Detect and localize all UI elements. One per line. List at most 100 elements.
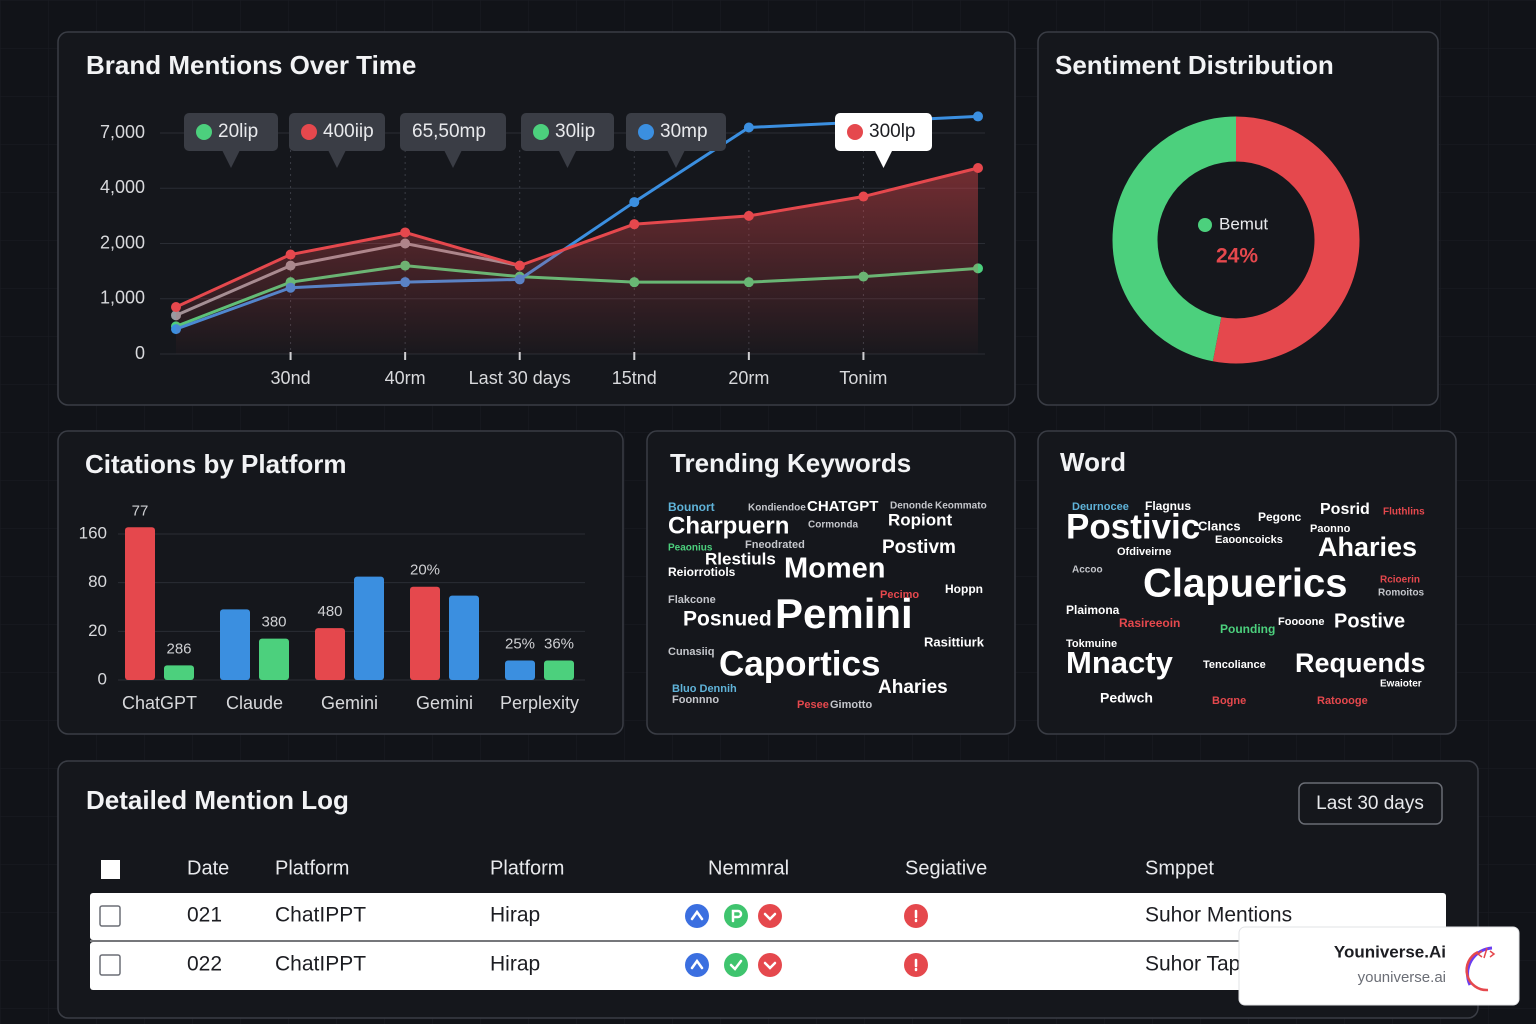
row-checkbox[interactable] xyxy=(99,905,121,927)
bar xyxy=(315,628,345,680)
x-tick-label: ChatGPT xyxy=(122,693,197,713)
y-tick-label: 4,000 xyxy=(100,177,145,197)
x-tick-label: 40rm xyxy=(385,368,426,388)
bar xyxy=(259,638,289,680)
keyword: Clancs xyxy=(1198,518,1241,533)
keyword: Requends xyxy=(1295,648,1426,678)
panel-title: Word xyxy=(1060,447,1126,477)
keyword: Accoo xyxy=(1072,565,1103,576)
filter-label[interactable]: Last 30 days xyxy=(1316,793,1424,814)
table-title: Detailed Mention Log xyxy=(86,785,349,815)
status-icon xyxy=(758,953,782,977)
keyword: Bluo Dennih xyxy=(672,683,737,695)
keyword: Postivm xyxy=(882,537,956,558)
bar xyxy=(354,576,384,680)
series-area xyxy=(176,167,978,354)
keyword: CHATGPT xyxy=(807,498,878,515)
x-tick-label: Last 30 days xyxy=(469,368,571,388)
keyword: Clapuerics xyxy=(1143,562,1348,606)
y-tick-label: 7,000 xyxy=(100,122,145,142)
bar-label: 20% xyxy=(410,562,440,579)
panel-title: Trending Keywords xyxy=(670,448,911,478)
tooltip-dot xyxy=(301,124,317,140)
tooltip xyxy=(521,113,614,151)
keyword: Pesee xyxy=(797,699,829,711)
bar-label: 380 xyxy=(261,614,286,631)
keyword: Hoppn xyxy=(945,582,983,596)
keyword: Rasireeoin xyxy=(1119,616,1180,630)
table-cell: ChatIPPT xyxy=(275,904,366,927)
data-point xyxy=(400,227,411,238)
badge-box[interactable] xyxy=(1238,926,1520,1006)
keyword: Ropiont xyxy=(888,510,953,529)
keyword: Caportics xyxy=(719,644,880,683)
column-header: Nemmral xyxy=(708,857,789,879)
bar xyxy=(125,527,155,680)
tooltip-label: 300lp xyxy=(869,121,916,142)
tooltip xyxy=(626,113,726,151)
data-point xyxy=(171,302,181,313)
keyword: Bounort xyxy=(668,500,715,514)
center-value: 24% xyxy=(1216,245,1258,268)
bar xyxy=(410,586,440,680)
tooltip-dot xyxy=(847,124,863,140)
status-icon xyxy=(685,904,709,928)
x-tick-label: Gemini xyxy=(416,693,473,713)
column-header: Platform xyxy=(275,857,349,879)
donut-segment xyxy=(1112,116,1237,362)
keyword: Reiorrotiols xyxy=(668,565,736,579)
keyword: Cunasiiq xyxy=(668,646,714,658)
data-point xyxy=(743,122,754,133)
filter-button[interactable] xyxy=(1298,782,1443,825)
keyword: Rlestiuls xyxy=(705,549,776,568)
keyword: Aharies xyxy=(878,677,948,698)
keyword: Pounding xyxy=(1220,622,1275,636)
x-tick-label: 30nd xyxy=(271,368,311,388)
brand-badge[interactable]: Youniverse.Ai youniverse.ai xyxy=(1238,926,1520,1006)
column-header: Date xyxy=(187,857,229,879)
keyword: Fluthlins xyxy=(1383,507,1425,518)
keyword: Bogne xyxy=(1212,695,1246,707)
bar-label: 286 xyxy=(166,640,191,657)
bar xyxy=(449,595,479,680)
keyword: Posrid xyxy=(1320,501,1370,518)
keyword: Charpuern xyxy=(668,512,789,539)
keyword: Flakcone xyxy=(668,594,716,606)
column-header: Segiative xyxy=(905,857,987,879)
keyword: Peaonius xyxy=(668,543,713,554)
keyword: Gimotto xyxy=(830,699,872,711)
y-tick-label: 0 xyxy=(135,343,145,363)
tooltip-pointer xyxy=(667,150,685,168)
keyword: Posnued xyxy=(683,608,772,631)
row-checkbox[interactable] xyxy=(99,954,121,976)
bar xyxy=(544,660,574,680)
select-all-checkbox[interactable] xyxy=(101,860,120,879)
x-tick-label: Gemini xyxy=(321,693,378,713)
y-tick-label: 20 xyxy=(88,621,107,640)
tooltip-dot xyxy=(638,124,654,140)
data-point xyxy=(629,197,640,208)
badge-logo xyxy=(1476,947,1496,959)
table-cell: ChatIPPT xyxy=(275,953,366,976)
status-icon xyxy=(685,953,709,977)
keyword: Deurnocee xyxy=(1072,501,1129,513)
series-line xyxy=(175,166,979,309)
keyword: Mnacty xyxy=(1066,645,1174,680)
badge-name[interactable]: Youniverse.Ai xyxy=(1334,942,1446,961)
tooltip xyxy=(184,113,278,151)
keyword: Plaimona xyxy=(1066,603,1120,617)
data-point xyxy=(743,210,754,221)
x-tick-label: Tonim xyxy=(839,368,887,388)
bar xyxy=(505,660,535,680)
x-tick-label: 15tnd xyxy=(612,368,657,388)
tooltip-label: 400iip xyxy=(323,121,374,142)
donut-segment xyxy=(1212,116,1360,364)
keyword: Denonde xyxy=(890,501,933,512)
status-glyph xyxy=(729,959,743,971)
tooltip-label: 30mp xyxy=(660,121,708,142)
table-cell: Hirap xyxy=(490,904,540,927)
badge-url[interactable]: youniverse.ai xyxy=(1358,969,1446,986)
tooltip xyxy=(400,113,506,151)
keyword: Paonno xyxy=(1310,523,1351,535)
